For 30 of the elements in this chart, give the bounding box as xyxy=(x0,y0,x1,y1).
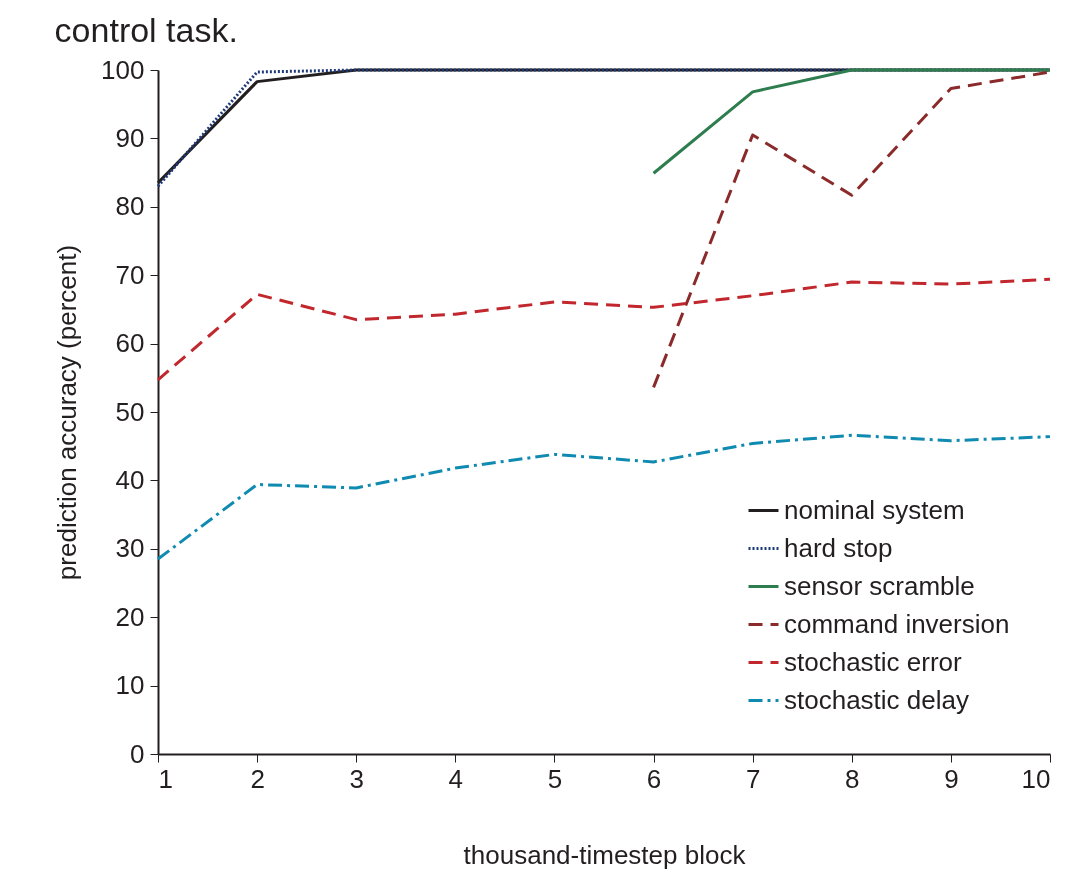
legend-label: command inversion xyxy=(784,608,1010,639)
y-tick-label: 80 xyxy=(115,191,145,222)
y-tick-label: 70 xyxy=(115,259,145,290)
chart-title: control task. xyxy=(54,11,238,49)
x-tick-label: 1 xyxy=(158,763,173,794)
legend-label: stochastic delay xyxy=(784,684,969,715)
y-tick-label: 30 xyxy=(115,533,145,564)
y-tick-label: 100 xyxy=(101,54,145,85)
legend-label: nominal system xyxy=(784,494,965,525)
y-tick-label: 90 xyxy=(115,122,145,153)
y-tick-label: 10 xyxy=(115,670,145,701)
x-tick-label: 5 xyxy=(547,763,563,794)
x-tick-label: 7 xyxy=(745,763,761,794)
legend-label: stochastic error xyxy=(784,646,963,677)
x-tick-label: 4 xyxy=(448,763,464,794)
x-tick-label: 2 xyxy=(250,763,265,794)
legend-label: hard stop xyxy=(784,532,893,563)
y-tick-label: 0 xyxy=(130,738,145,769)
x-tick-label: 9 xyxy=(944,763,959,794)
y-tick-label: 50 xyxy=(115,396,145,427)
y-axis-title: prediction accuracy (percent) xyxy=(52,244,83,581)
legend-label: sensor scramble xyxy=(784,570,975,601)
x-tick-label: 10 xyxy=(1021,763,1051,794)
x-tick-label: 3 xyxy=(349,763,364,794)
x-tick-label: 6 xyxy=(646,763,662,794)
x-tick-label: 8 xyxy=(845,763,860,794)
y-tick-label: 20 xyxy=(115,601,145,632)
y-tick-label: 60 xyxy=(115,328,145,359)
x-axis-title: thousand-timestep block xyxy=(463,839,747,870)
y-tick-label: 40 xyxy=(115,464,145,495)
